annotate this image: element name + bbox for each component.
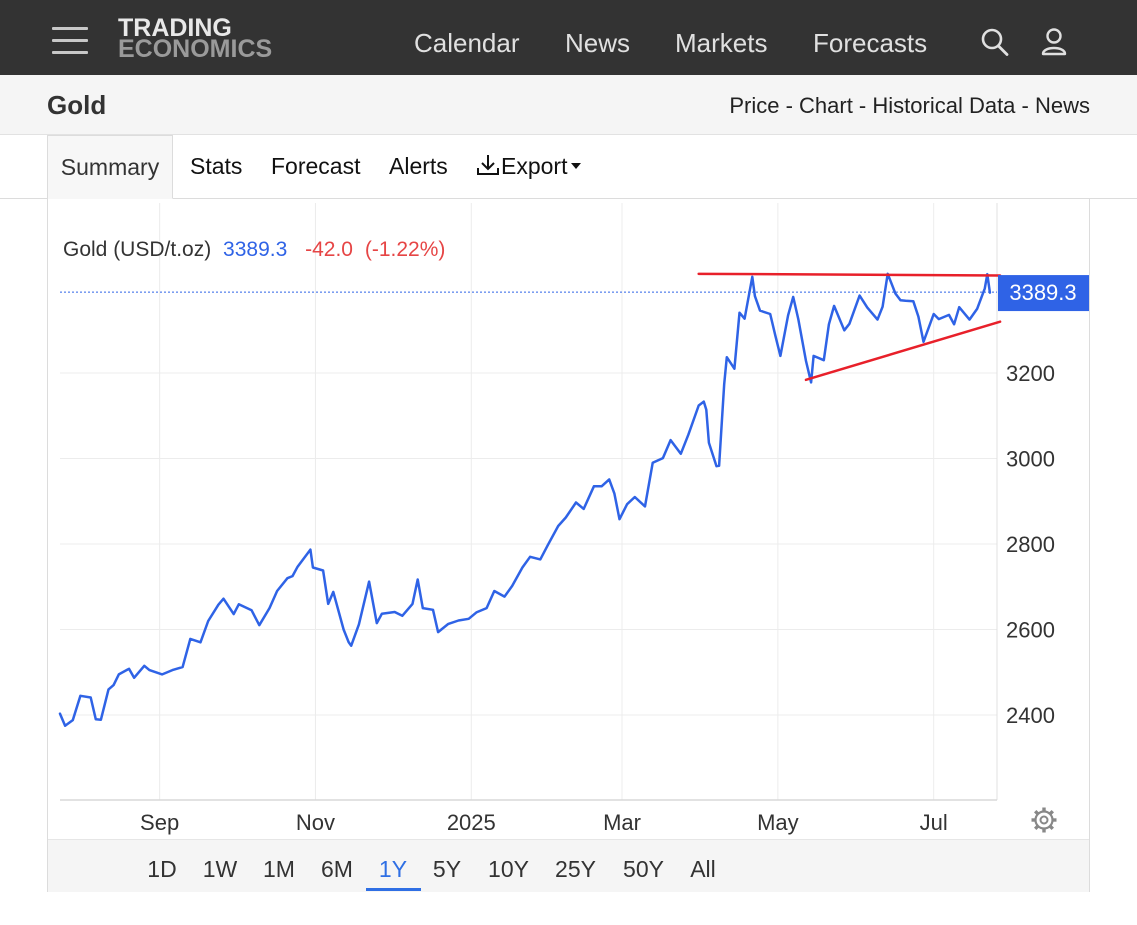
page-title: Gold <box>47 90 107 120</box>
range-button[interactable]: 25Y <box>555 856 596 882</box>
tab-alerts[interactable]: Alerts <box>389 153 448 179</box>
range-button[interactable]: 6M <box>321 856 353 882</box>
tab-stats[interactable]: Stats <box>190 153 243 179</box>
subnav-separator: - <box>779 93 800 118</box>
top-nav-bar: TRADING ECONOMICS Calendar News Markets … <box>0 0 1137 75</box>
range-button[interactable]: 1M <box>263 856 295 882</box>
download-icon <box>477 155 499 175</box>
subnav-chart[interactable]: Chart <box>799 93 853 118</box>
tab-export[interactable]: Export <box>475 135 583 198</box>
subnav-price[interactable]: Price <box>729 93 780 118</box>
subnav-separator: - <box>1015 93 1035 118</box>
tab-bar: Summary Stats Forecast Alerts Export <box>0 135 1137 199</box>
brand-logo[interactable]: TRADING ECONOMICS <box>118 14 273 63</box>
range-button[interactable]: 10Y <box>488 856 529 882</box>
range-button[interactable]: 1W <box>202 856 238 882</box>
brand-logo-line1: TRADING <box>118 14 232 42</box>
subnav-separator: - <box>852 93 873 118</box>
tab-summary[interactable]: Summary <box>47 135 173 199</box>
title-bar: Gold Price - Chart - Historical Data - N… <box>0 75 1137 135</box>
menu-icon[interactable] <box>52 27 88 55</box>
search-icon[interactable] <box>980 26 1010 63</box>
nav-forecasts[interactable]: Forecasts <box>813 28 928 58</box>
brand-logo-line2: ECONOMICS <box>118 35 273 63</box>
active-range-indicator <box>366 888 421 891</box>
nav-news[interactable]: News <box>565 28 631 58</box>
range-button[interactable]: All <box>690 856 716 882</box>
nav-calendar[interactable]: Calendar <box>414 28 520 58</box>
subnav-historical-data[interactable]: Historical Data <box>872 93 1016 118</box>
chart-panel <box>47 198 1090 892</box>
range-selector: 1D 1W 1M 6M 1Y 5Y 10Y 25Y 50Y All <box>48 839 1089 892</box>
subnav-links: Price - Chart - Historical Data - News <box>729 93 1090 119</box>
range-button[interactable]: 1D <box>147 856 177 882</box>
tab-export-label: Export <box>501 153 568 179</box>
range-button-active[interactable]: 1Y <box>378 856 408 882</box>
subnav-news[interactable]: News <box>1034 93 1090 118</box>
range-button[interactable]: 50Y <box>623 856 664 882</box>
range-button[interactable]: 5Y <box>432 856 462 882</box>
user-icon[interactable] <box>1040 26 1070 63</box>
caret-down-icon <box>571 163 582 169</box>
nav-markets[interactable]: Markets <box>675 28 768 58</box>
tab-forecast[interactable]: Forecast <box>271 153 361 179</box>
